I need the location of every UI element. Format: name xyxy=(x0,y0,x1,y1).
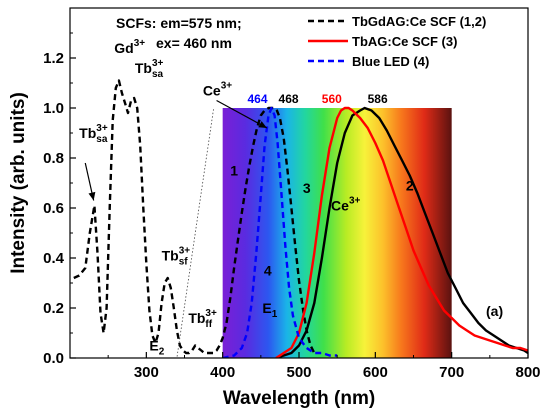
annotation-tb-sf: Tb3+ sf xyxy=(162,246,191,268)
y-tick-label: 0.8 xyxy=(43,150,64,167)
x-tick-label: 800 xyxy=(515,364,540,381)
annotation-text: Tb3+ sa xyxy=(79,123,108,145)
conditions-line-1: SCFs: em=575 nm; xyxy=(116,15,242,31)
peak-label: 586 xyxy=(368,92,388,106)
annotation-text: E1 xyxy=(262,300,277,320)
y-axis-title: Intensity (arb. units) xyxy=(8,92,29,274)
y-tick-labels: 0.0 0.2 0.4 0.6 0.8 1.0 1.2 xyxy=(43,50,65,367)
peak-label: 464 xyxy=(248,92,268,106)
annotation-lbl-3: 3 xyxy=(303,180,311,196)
annotation-text: Ce3+ xyxy=(203,81,232,99)
annotation-tb-sa-top: Tb3+ sa xyxy=(135,58,164,80)
arrow-ce-top xyxy=(216,99,268,129)
annotation-text: Tb3+ sa xyxy=(135,58,164,80)
y-tick-label: 0.0 xyxy=(43,350,64,367)
annotation-lbl-4: 4 xyxy=(264,263,272,279)
legend-label: Blue LED (4) xyxy=(352,54,429,69)
arrow-tb-sa-left xyxy=(84,162,96,201)
series-line-curve-4 xyxy=(222,106,338,358)
peak-labels: 464 468 560 586 xyxy=(248,92,388,106)
visible-spectrum-band xyxy=(222,108,452,358)
annotation-text: Ce3+ xyxy=(331,196,360,214)
y-tick-label: 1.2 xyxy=(43,50,64,67)
annotation-ce-top: Ce3+ xyxy=(203,81,232,99)
panel-label: (a) xyxy=(486,303,503,319)
annotation-e2: E2 xyxy=(149,338,164,358)
legend: TbGdAG:Ce SCF (1,2) TbAG:Ce SCF (3) Blue L… xyxy=(308,14,486,69)
y-tick-label: 0.2 xyxy=(43,300,64,317)
annotation-text: Gd3+ xyxy=(114,38,145,56)
x-tick-label: 500 xyxy=(286,364,311,381)
annotation-arrows xyxy=(84,99,268,359)
legend-label: TbGdAG:Ce SCF (1,2) xyxy=(352,14,486,29)
annotation-text: 4 xyxy=(264,263,272,279)
peak-label: 560 xyxy=(322,92,342,106)
annotation-tb-sa-left: Tb3+ sa xyxy=(79,123,108,145)
annotation-lbl-2: 2 xyxy=(406,178,414,194)
annotation-text: 2 xyxy=(406,178,414,194)
x-tick-label: 700 xyxy=(439,364,464,381)
series-line-curve-3 xyxy=(275,106,528,358)
annotation-ce-mid: Ce3+ xyxy=(331,196,360,214)
spectrum-band-layer xyxy=(222,108,452,358)
conditions-text: SCFs: em=575 nm; ex= 460 nm xyxy=(116,15,242,51)
y-tick-label: 0.4 xyxy=(43,250,65,267)
peak-label: 468 xyxy=(279,92,299,106)
x-tick-label: 300 xyxy=(134,364,159,381)
annotation-gd: Gd3+ xyxy=(114,38,145,56)
y-tick-label: 0.6 xyxy=(43,200,64,217)
annotation-text: 1 xyxy=(230,163,238,179)
y-tick-label: 1.0 xyxy=(43,100,64,117)
x-tick-label: 600 xyxy=(363,364,388,381)
annotation-text: Tb3+ ff xyxy=(188,308,217,330)
conditions-line-2: ex= 460 nm xyxy=(156,35,232,51)
annotation-text: 3 xyxy=(303,180,311,196)
x-axis-title: Wavelength (nm) xyxy=(223,388,375,409)
series-line-curve-2 xyxy=(275,106,528,358)
series-layer xyxy=(73,79,528,358)
annotation-e1: E1 xyxy=(262,300,277,320)
x-tick-labels: 300 400 500 600 700 800 xyxy=(134,364,541,381)
annotation-tb-ff: Tb3+ ff xyxy=(188,308,217,330)
annotation-text: E2 xyxy=(149,338,164,358)
ticks-layer xyxy=(70,32,529,359)
annotation-text: Tb3+ sf xyxy=(162,246,191,268)
x-tick-label: 400 xyxy=(210,364,235,381)
annotation-lbl-1: 1 xyxy=(230,163,238,179)
annotations: Gd3+ Tb3+ sa Tb3+ sa Tb3+ sf Tb3+ ff E2 Ce3+ Ce3+ E1… xyxy=(79,38,414,358)
legend-label: TbAG:Ce SCF (3) xyxy=(352,34,457,49)
